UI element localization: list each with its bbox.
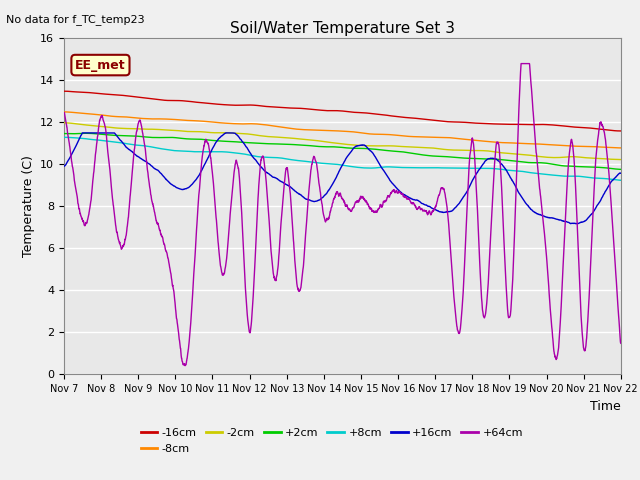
Legend: -16cm, -8cm, -2cm, +2cm, +8cm, +16cm, +64cm: -16cm, -8cm, -2cm, +2cm, +8cm, +16cm, +6…: [136, 424, 527, 458]
Y-axis label: Temperature (C): Temperature (C): [22, 156, 35, 257]
Text: EE_met: EE_met: [75, 59, 126, 72]
X-axis label: Time: Time: [590, 400, 621, 413]
Text: No data for f_TC_temp23: No data for f_TC_temp23: [6, 14, 145, 25]
Title: Soil/Water Temperature Set 3: Soil/Water Temperature Set 3: [230, 21, 455, 36]
